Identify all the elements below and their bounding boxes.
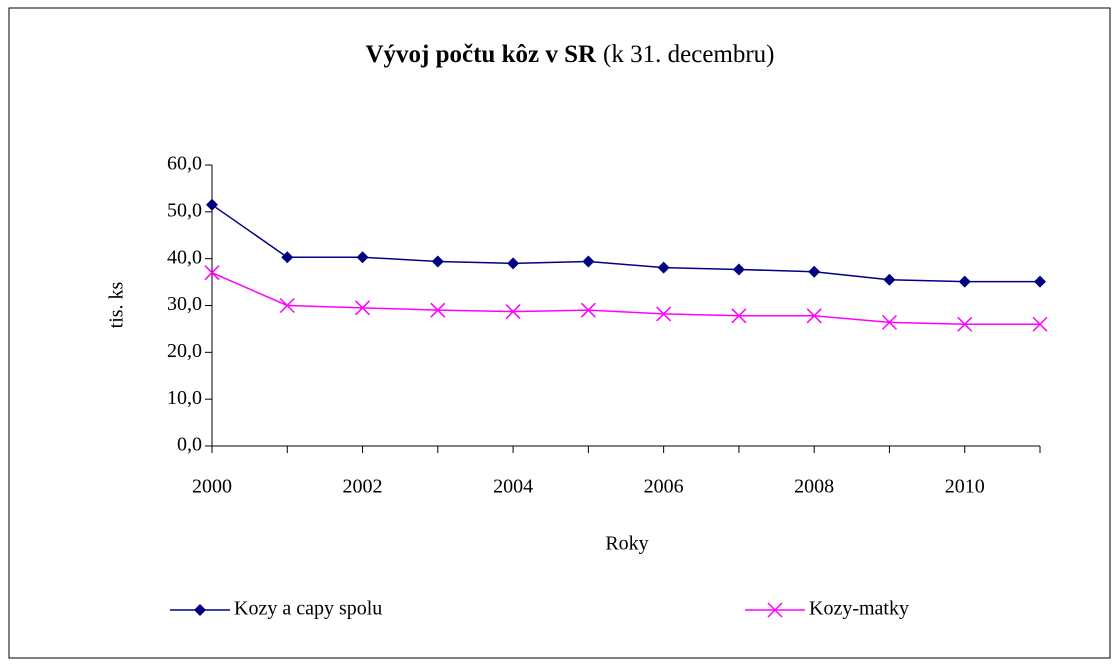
y-tick-label: 10,0 <box>167 387 202 409</box>
y-tick-label: 50,0 <box>167 199 202 221</box>
legend-label: Kozy-matky <box>809 598 909 620</box>
x-tick-label: 2010 <box>945 476 985 498</box>
marker <box>194 604 206 616</box>
x-tick-label: 2002 <box>343 476 383 498</box>
marker <box>806 308 822 324</box>
x-tick-label: 2008 <box>794 476 834 498</box>
marker <box>1034 275 1046 288</box>
marker <box>356 251 369 264</box>
marker <box>808 265 821 278</box>
legend-label: Kozy a capy spolu <box>234 598 382 620</box>
chart-title: Vývoj počtu kôz v SR <box>365 41 597 68</box>
marker <box>767 602 783 618</box>
marker <box>505 304 521 320</box>
marker <box>732 263 745 276</box>
x-axis-label: Roky <box>605 533 648 555</box>
marker <box>430 302 446 318</box>
series-line <box>211 272 1040 325</box>
marker <box>507 257 520 270</box>
chart-heading: Vývoj počtu kôz v SR (k 31. decembru) <box>365 41 774 68</box>
marker <box>656 306 672 322</box>
marker <box>881 314 897 330</box>
y-axis-label: tis. ks <box>106 281 128 328</box>
marker <box>206 198 218 211</box>
series-line <box>211 204 1040 283</box>
x-tick-label: 2006 <box>644 476 684 498</box>
y-tick-label: 30,0 <box>167 293 202 315</box>
chart-frame <box>8 7 1111 659</box>
marker <box>883 273 896 286</box>
y-tick-label: 60,0 <box>167 153 202 175</box>
marker <box>281 251 294 264</box>
marker <box>204 265 220 281</box>
y-tick-label: 0,0 <box>177 434 202 456</box>
marker <box>657 261 670 274</box>
chart-subtitle: (k 31. decembru) <box>603 41 774 68</box>
y-tick-label: 20,0 <box>167 340 202 362</box>
marker <box>431 255 444 268</box>
marker <box>355 300 371 316</box>
x-tick-label: 2000 <box>192 476 232 498</box>
marker <box>958 275 971 288</box>
marker <box>279 297 295 314</box>
marker <box>1032 316 1048 332</box>
marker <box>582 255 595 268</box>
marker <box>580 302 596 318</box>
y-tick-label: 40,0 <box>167 246 202 268</box>
marker <box>731 308 747 324</box>
marker <box>957 316 973 332</box>
x-tick-label: 2004 <box>493 476 533 498</box>
